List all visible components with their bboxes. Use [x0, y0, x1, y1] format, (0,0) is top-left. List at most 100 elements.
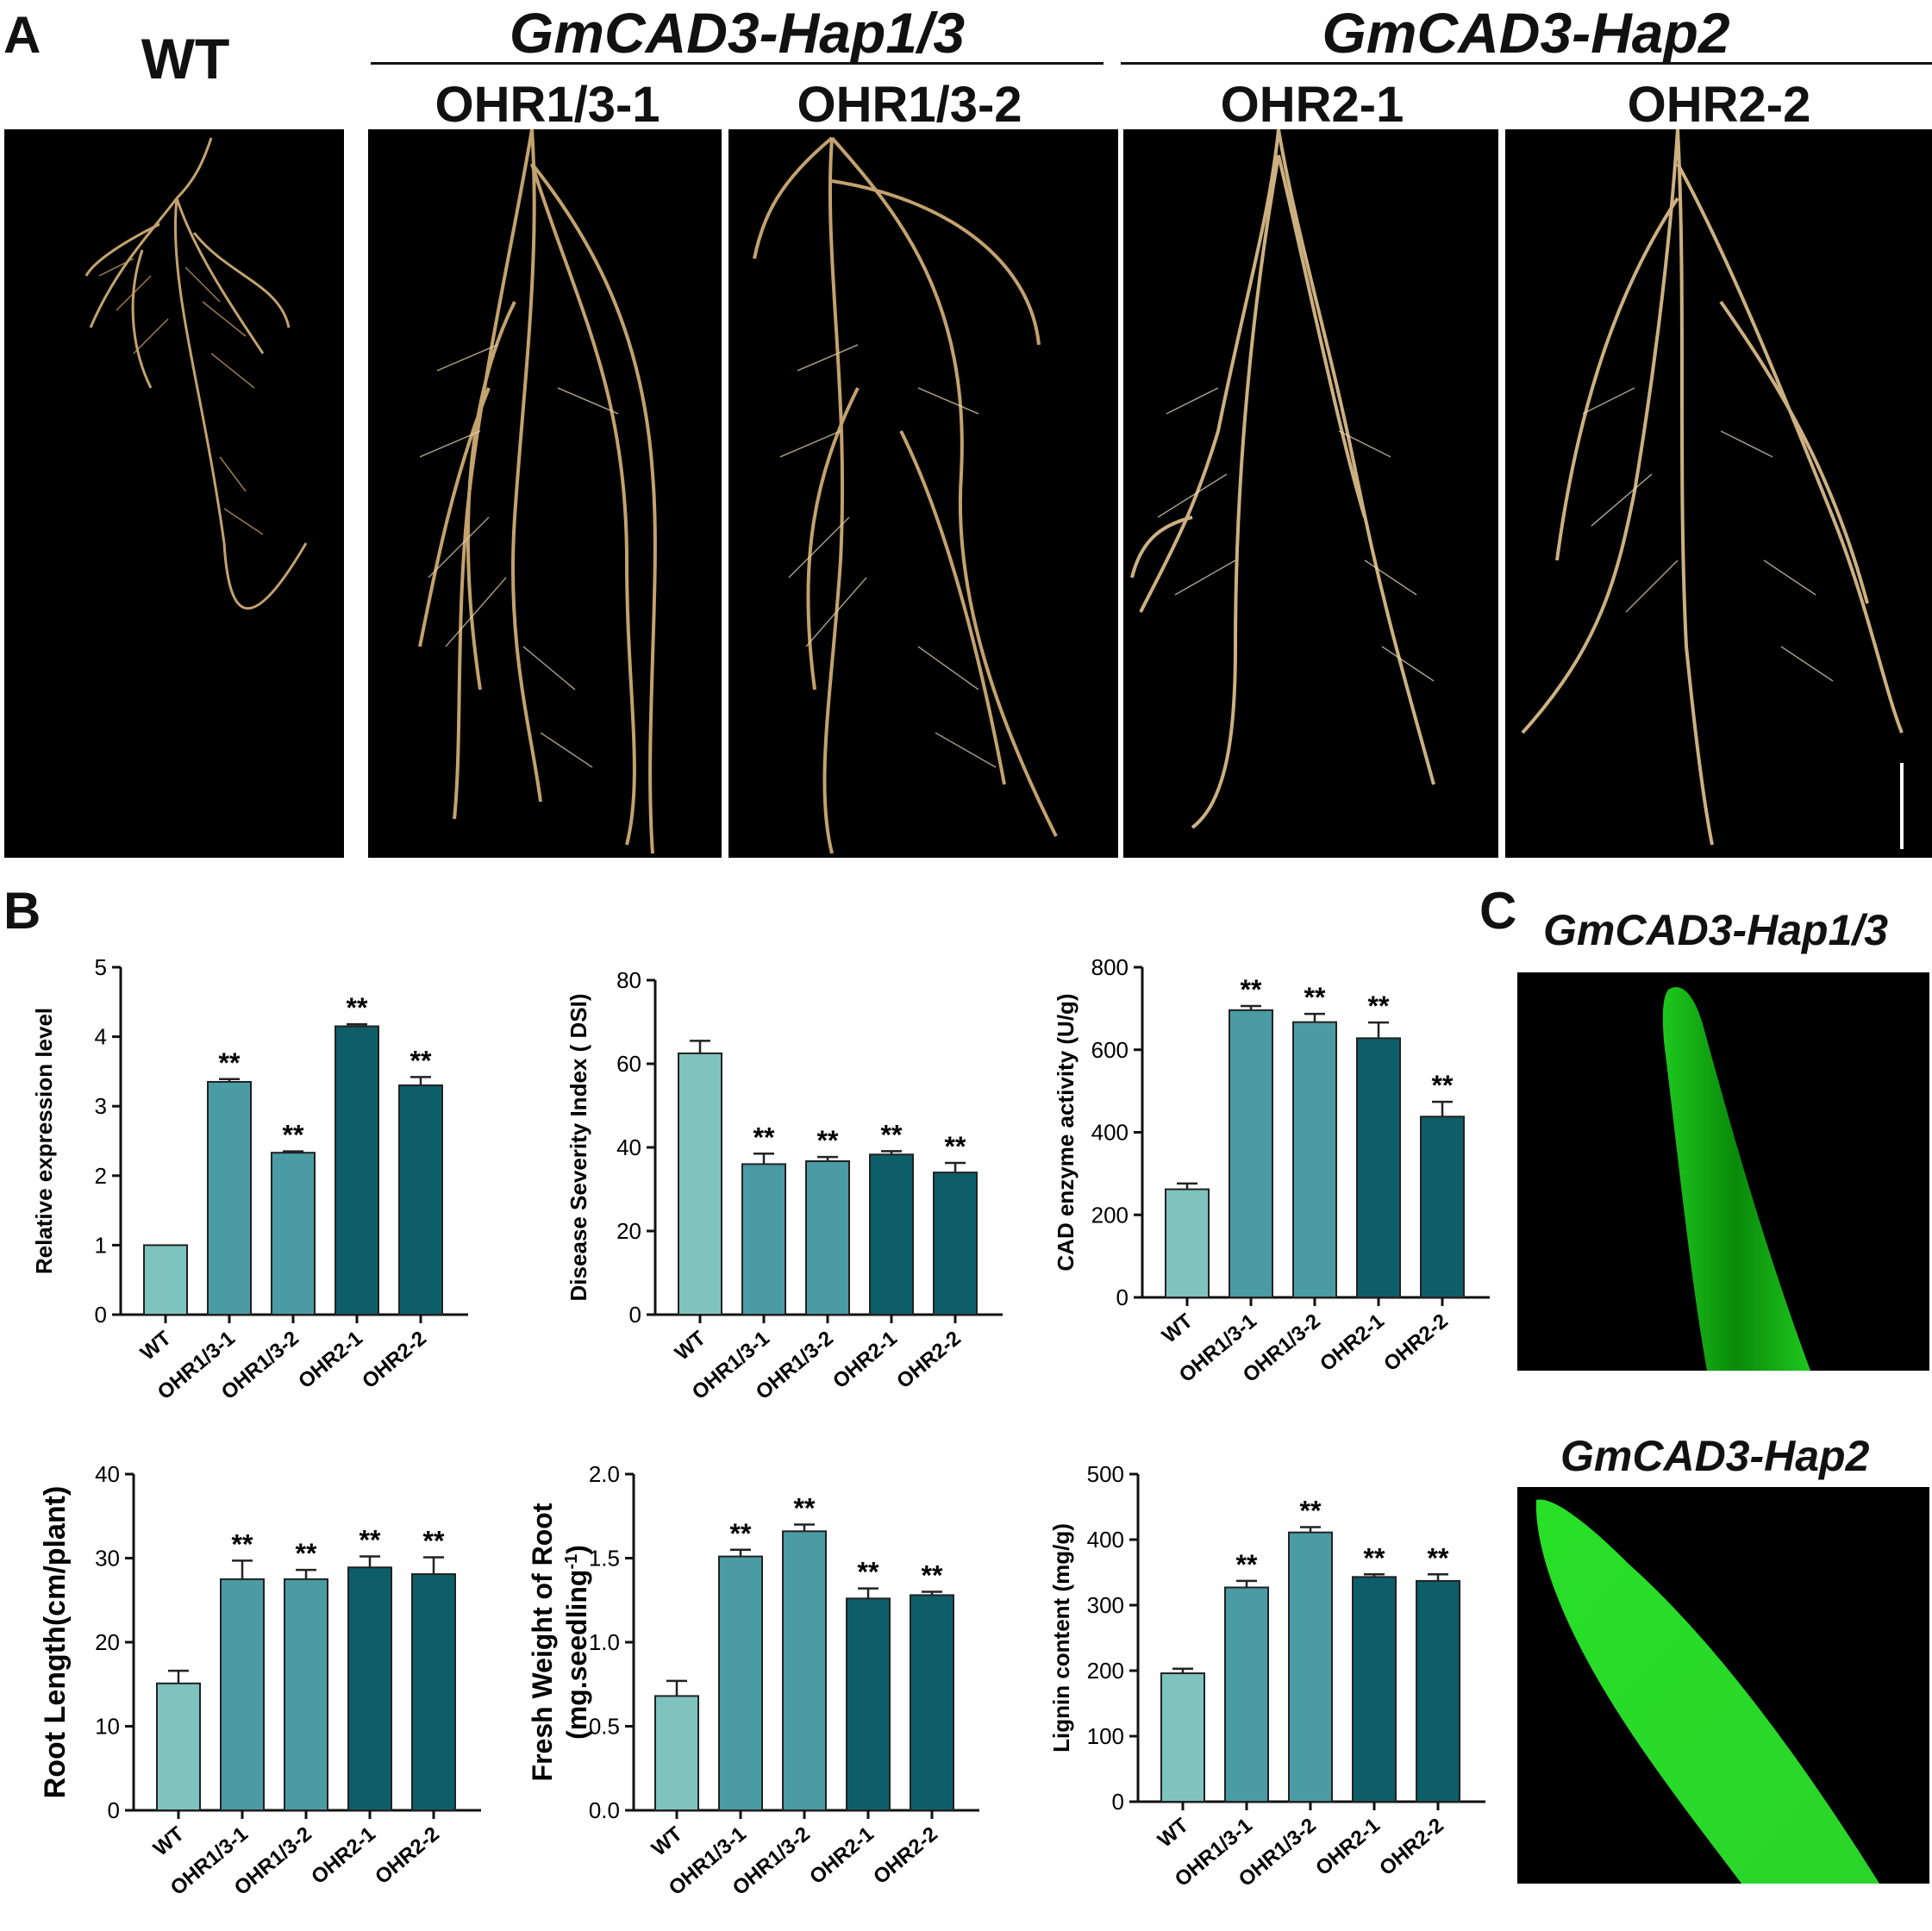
significance-mark: **	[817, 1125, 839, 1156]
y-tick-label: 500	[1087, 1461, 1124, 1487]
y-tick-label: 20	[95, 1629, 120, 1655]
root-photo-ohr13-2	[728, 129, 1118, 858]
y-tick-label: 100	[1087, 1723, 1124, 1749]
bar-wt	[143, 1244, 188, 1315]
significance-mark: **	[1368, 990, 1390, 1022]
bar-ohr2-2	[1420, 1115, 1465, 1298]
bar-wt	[678, 1052, 722, 1315]
y-tick-label: 4	[95, 1024, 107, 1050]
panel-c-bottom-title: GmCAD3-Hap2	[1560, 1432, 1870, 1480]
wt-header: WT	[141, 27, 230, 91]
y-tick-label: 20	[616, 1218, 641, 1244]
significance-mark: **	[232, 1528, 253, 1559]
group1-header: GmCAD3-Hap1/3	[509, 1, 966, 65]
x-tick-label: WT	[647, 1822, 687, 1861]
significance-mark: **	[296, 1538, 317, 1569]
bar-ohr2-2	[1416, 1579, 1460, 1803]
x-tick-label: WT	[136, 1327, 176, 1365]
y-tick-label: 40	[95, 1461, 120, 1487]
y-tick-label: 5	[95, 954, 107, 980]
y-tick-label: 60	[616, 1051, 641, 1077]
bar-ohr1-3-1	[1229, 1009, 1273, 1298]
y-tick-label: 0	[1116, 1284, 1129, 1310]
bar-ohr2-1	[846, 1597, 891, 1811]
y-axis-label: Fresh Weight of Root	[527, 1503, 558, 1781]
chart-cad-activity: 0 200 400 600 800 CAD enzyme activity (U/g) WT…	[1053, 954, 1490, 1387]
line-header-3: OHR2-1	[1220, 77, 1404, 133]
root-photo-wt	[4, 129, 344, 858]
y-tick-label: 80	[616, 967, 641, 993]
significance-mark: **	[1432, 1070, 1454, 1101]
bar-wt	[1160, 1672, 1205, 1803]
line-header-4: OHR2-2	[1627, 77, 1811, 133]
significance-mark: **	[794, 1493, 816, 1524]
y-tick-label: 0.0	[589, 1797, 620, 1823]
bar-ohr2-2	[933, 1172, 978, 1315]
x-tick-label: OHR2-1	[828, 1327, 902, 1393]
y-tick-label: 600	[1091, 1037, 1129, 1063]
x-tick-label: OHR2-2	[892, 1327, 966, 1393]
y-tick-label: 0	[1112, 1789, 1124, 1815]
bar-ohr1-3-2	[1292, 1021, 1337, 1299]
group2-underline	[1121, 62, 1932, 65]
y-tick-label: 0	[629, 1302, 641, 1328]
root-photo-ohr2-1	[1123, 129, 1498, 858]
bar-ohr1-3-2	[782, 1530, 827, 1812]
significance-mark: **	[219, 1047, 241, 1078]
significance-mark: **	[922, 1560, 943, 1591]
y-tick-label: 300	[1087, 1592, 1124, 1618]
x-tick-label: OHR2-1	[1316, 1309, 1389, 1376]
line-header-1: OHR1/3-1	[435, 77, 660, 133]
y-tick-label: 1.5	[589, 1546, 620, 1572]
y-tick-label: 40	[616, 1134, 641, 1160]
scale-bar	[1900, 763, 1904, 849]
bar-ohr2-1	[335, 1025, 379, 1315]
y-tick-label: 30	[95, 1546, 120, 1572]
y-tick-label: 0	[95, 1302, 107, 1328]
y-axis-label-units: (mg.seedling-1)	[561, 1545, 592, 1740]
y-tick-label: 200	[1087, 1658, 1124, 1684]
group1-underline	[371, 62, 1104, 65]
bar-ohr1-3-2	[805, 1160, 850, 1315]
x-tick-label: OHR2-2	[371, 1822, 444, 1889]
y-tick-label: 400	[1091, 1120, 1129, 1146]
bar-ohr1-3-1	[207, 1080, 252, 1316]
x-tick-label: OHR2-1	[1311, 1814, 1385, 1880]
x-tick-label: OHR2-2	[1379, 1309, 1453, 1376]
bar-ohr2-1	[869, 1153, 914, 1315]
bar-ohr2-1	[347, 1566, 392, 1811]
significance-mark: **	[423, 1526, 445, 1557]
significance-mark: **	[1428, 1542, 1449, 1573]
panel-label-c: C	[1479, 882, 1517, 940]
bar-ohr2-2	[411, 1573, 456, 1811]
significance-mark: **	[347, 992, 368, 1023]
bar-wt	[156, 1682, 201, 1811]
bar-ohr1-3-2	[1288, 1531, 1333, 1803]
y-axis-label: Root Length(cm/plant)	[39, 1486, 72, 1799]
bar-ohr1-3-1	[741, 1163, 786, 1315]
bar-ohr2-1	[1352, 1576, 1397, 1803]
bar-ohr1-3-1	[718, 1555, 763, 1812]
bar-ohr1-3-1	[220, 1578, 265, 1811]
y-tick-label: 800	[1091, 954, 1129, 980]
bar-ohr2-2	[910, 1594, 954, 1811]
x-tick-label: WT	[671, 1327, 710, 1365]
significance-mark: **	[730, 1518, 752, 1549]
significance-mark: **	[1236, 1549, 1258, 1580]
chart-fresh-weight: 0.0 0.5 1.0 1.5 2.0 Fresh Weight of Root (mg.s…	[527, 1461, 979, 1900]
y-tick-label: 1.0	[589, 1629, 620, 1655]
group2-header: GmCAD3-Hap2	[1322, 1, 1730, 65]
y-tick-label: 2	[95, 1163, 107, 1189]
bar-wt	[654, 1695, 699, 1811]
x-tick-label: WT	[1154, 1814, 1193, 1853]
y-tick-label: 0.5	[589, 1714, 620, 1740]
y-axis-label: CAD enzyme activity (U/g)	[1053, 993, 1079, 1271]
bar-wt	[1165, 1188, 1210, 1299]
y-tick-label: 2.0	[589, 1461, 620, 1487]
x-tick-label: WT	[149, 1822, 189, 1861]
x-tick-label: WT	[1158, 1309, 1197, 1348]
y-tick-label: 10	[95, 1714, 120, 1740]
x-tick-label: OHR2-2	[1375, 1814, 1448, 1880]
panel-c-top-title: GmCAD3-Hap1/3	[1543, 906, 1889, 954]
